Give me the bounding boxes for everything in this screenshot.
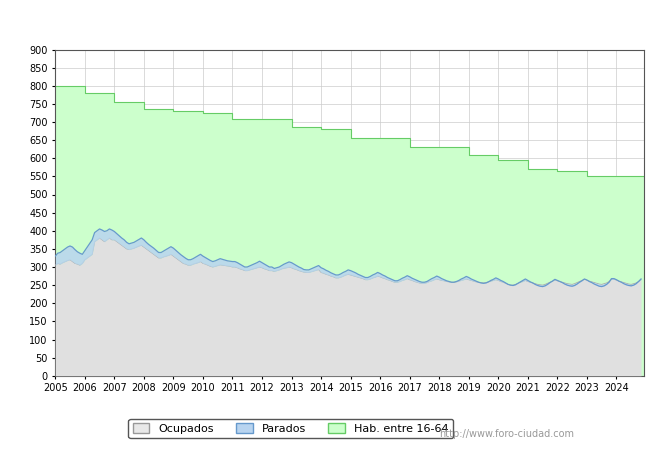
Legend: Ocupados, Parados, Hab. entre 16-64: Ocupados, Parados, Hab. entre 16-64 — [128, 419, 453, 438]
Text: Sasamón - Evolucion de la poblacion en edad de Trabajar Noviembre de 2024: Sasamón - Evolucion de la poblacion en e… — [69, 15, 581, 28]
Text: http://www.foro-ciudad.com: http://www.foro-ciudad.com — [439, 429, 575, 439]
